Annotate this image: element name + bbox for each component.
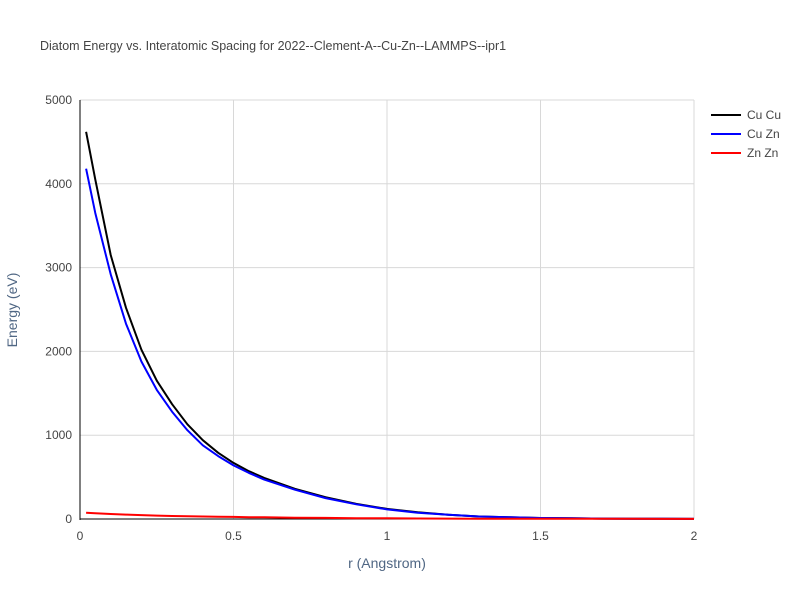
- x-tick-label: 1: [384, 529, 391, 543]
- grid: [80, 99, 695, 519]
- x-tick-label: 0: [77, 529, 84, 543]
- y-tick-label: 3000: [45, 261, 72, 275]
- y-axis-title: Energy (eV): [4, 273, 20, 348]
- x-axis-title: r (Angstrom): [348, 555, 426, 571]
- legend-label: Cu Zn: [747, 127, 780, 141]
- y-tick-label: 5000: [45, 93, 72, 107]
- series-line-cu-cu: [85, 131, 695, 520]
- series-line-cu-zn: [85, 168, 695, 520]
- legend-label: Cu Cu: [747, 108, 781, 122]
- y-tick-label: 4000: [45, 177, 72, 191]
- y-tick-label: 1000: [45, 428, 72, 442]
- series-layer: [85, 131, 695, 520]
- legend-label: Zn Zn: [747, 146, 778, 160]
- series-line-zn-zn: [86, 511, 694, 520]
- legend: Cu Cu Cu Zn Zn Zn: [711, 108, 781, 160]
- x-tick-label: 2: [691, 529, 698, 543]
- y-tick-label: 2000: [45, 344, 72, 358]
- y-tick-label: 0: [65, 512, 72, 526]
- axes: 0 0.5 1 1.5 2 0 1000 2000 3000 4000 5000: [45, 93, 697, 543]
- chart-title: Diatom Energy vs. Interatomic Spacing fo…: [40, 39, 506, 53]
- x-tick-label: 1.5: [532, 529, 549, 543]
- x-tick-label: 0.5: [225, 529, 242, 543]
